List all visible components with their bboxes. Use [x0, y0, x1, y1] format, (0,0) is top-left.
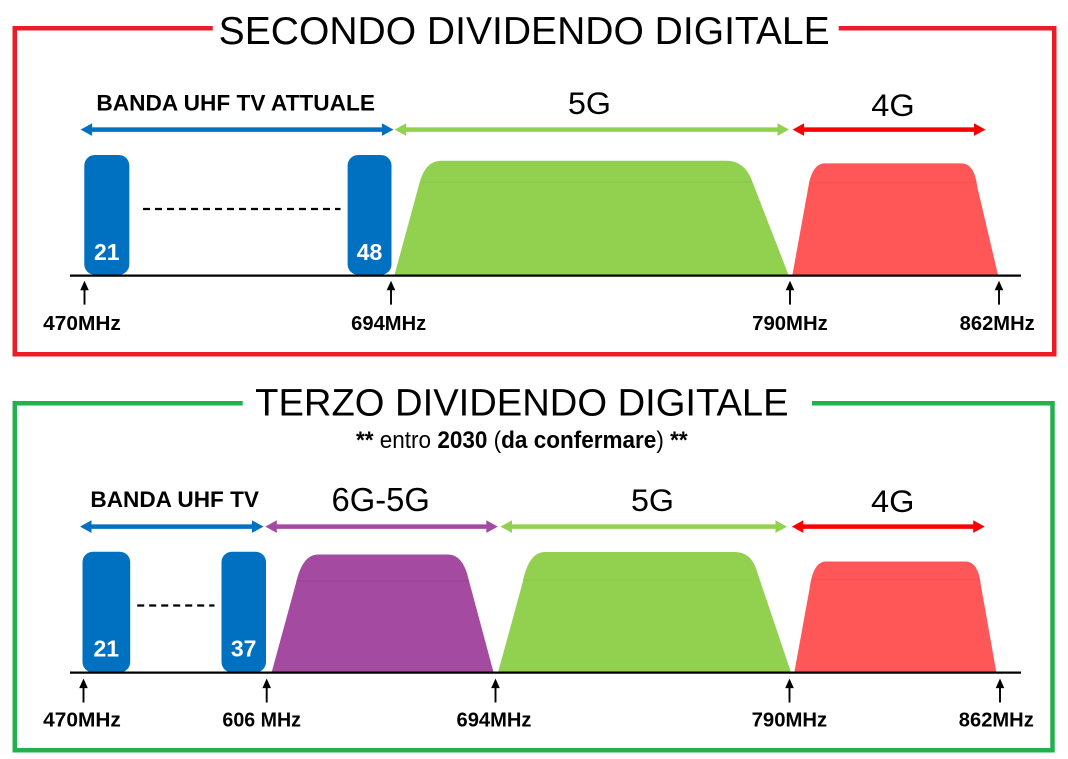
- svg-text:6G-5G: 6G-5G: [332, 481, 430, 518]
- svg-text:TERZO DIVIDENDO DIGITALE: TERZO DIVIDENDO DIGITALE: [255, 383, 788, 425]
- svg-text:470MHz: 470MHz: [43, 313, 121, 335]
- svg-text:862MHz: 862MHz: [960, 313, 1035, 335]
- svg-text:SECONDO DIVIDENDO DIGITALE: SECONDO DIVIDENDO DIGITALE: [219, 10, 830, 53]
- svg-text:790MHz: 790MHz: [752, 313, 828, 335]
- svg-text:606 MHz: 606 MHz: [222, 709, 301, 731]
- svg-text:BANDA UHF TV: BANDA UHF TV: [90, 487, 259, 512]
- svg-text:4G: 4G: [871, 483, 914, 519]
- svg-text:694MHz: 694MHz: [351, 313, 426, 335]
- svg-text:790MHz: 790MHz: [752, 709, 828, 731]
- svg-text:5G: 5G: [568, 85, 611, 121]
- svg-text:5G: 5G: [631, 482, 674, 518]
- svg-text:470MHz: 470MHz: [43, 709, 121, 731]
- svg-text:21: 21: [94, 636, 120, 662]
- svg-text:862MHz: 862MHz: [959, 709, 1034, 731]
- svg-text:37: 37: [231, 636, 257, 662]
- svg-text:4G: 4G: [871, 87, 914, 123]
- svg-text:694MHz: 694MHz: [457, 709, 532, 731]
- svg-text:48: 48: [357, 239, 383, 265]
- svg-text:** entro 2030 (da confermare): ** entro 2030 (da confermare) **: [356, 427, 688, 454]
- svg-text:21: 21: [94, 239, 120, 265]
- svg-text:BANDA UHF TV ATTUALE: BANDA UHF TV ATTUALE: [96, 90, 375, 115]
